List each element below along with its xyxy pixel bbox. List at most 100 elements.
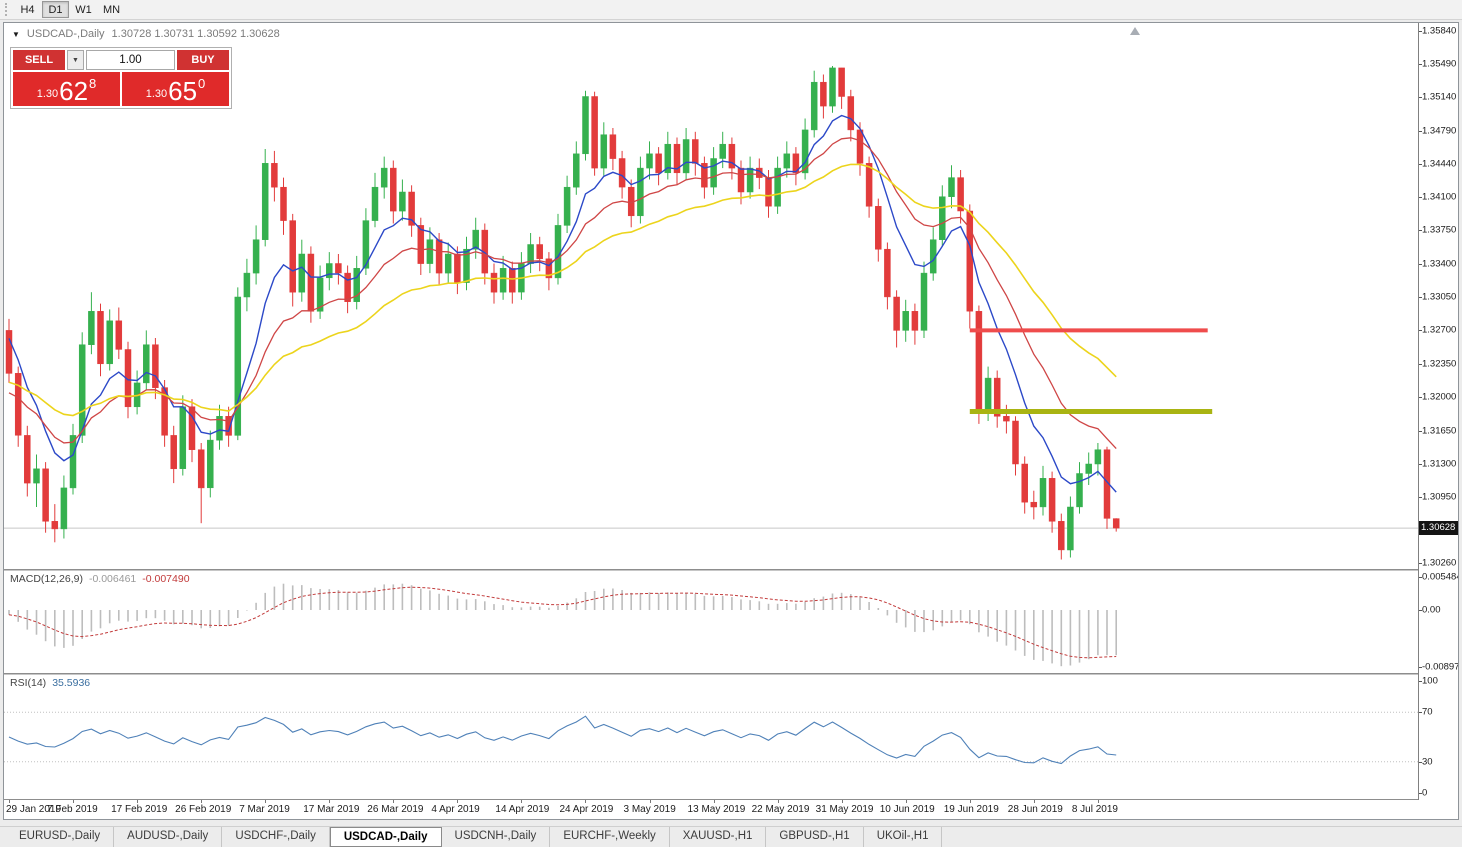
price-axis-label: 1.32350: [1422, 358, 1457, 370]
time-axis-label: 8 Jul 2019: [1071, 804, 1118, 815]
rsi-indicator-canvas[interactable]: [4, 675, 1418, 799]
time-axis-tick: [841, 800, 843, 803]
tab-audusd-daily[interactable]: AUDUSD-,Daily: [114, 827, 223, 847]
one-click-trading-panel: SELL ▼ 1.00 BUY 1.30 62 8 1.30 65 0: [10, 47, 232, 109]
buy-price-main: 65: [168, 76, 198, 106]
time-axis-tick: [329, 800, 331, 803]
time-axis-tick: [649, 800, 651, 803]
price-axis-label: 1.30260: [1422, 557, 1457, 569]
time-axis-label: 26 Mar 2019: [367, 804, 424, 815]
time-axis-label: 26 Feb 2019: [175, 804, 232, 815]
macd-indicator-canvas[interactable]: [4, 571, 1418, 673]
price-axis-tick: [1419, 296, 1422, 298]
time-axis-tick: [73, 800, 75, 803]
price-axis-tick: [1419, 363, 1422, 365]
chart-tabs-bar: EURUSD-,Daily AUDUSD-,Daily USDCHF-,Daily U…: [0, 826, 1462, 847]
tab-usdcad-daily[interactable]: USDCAD-,Daily: [329, 827, 442, 847]
price-axis-label: 1.30950: [1422, 491, 1457, 503]
timeframe-button-h4[interactable]: H4: [14, 1, 41, 18]
current-price-badge: 1.30628: [1419, 521, 1458, 536]
tab-usdchf-daily[interactable]: USDCHF-,Daily: [222, 827, 330, 847]
tab-usdcnh-daily[interactable]: USDCNH-,Daily: [441, 827, 551, 847]
macd-axis-label: 0.00: [1422, 604, 1441, 616]
tab-ukoil-h1[interactable]: UKOil-,H1: [863, 827, 943, 847]
macd-axis-tick: [1419, 666, 1422, 668]
rsi-axis-label: 0: [1422, 787, 1428, 799]
timeframe-buttons: H4 D1 W1 MN: [14, 1, 126, 18]
price-axis[interactable]: 1.35840 1.35490 1.35140 1.34790 1.34440 1.341…: [1418, 23, 1458, 800]
moving-average-line-17[interactable]: [8, 137, 1117, 450]
price-axis-label: 1.32000: [1422, 391, 1457, 403]
price-axis-tick: [1419, 97, 1422, 99]
time-axis-label: 7 Feb 2019: [47, 804, 98, 815]
price-axis-tick: [1419, 497, 1422, 499]
macd-main-value: -0.006461: [88, 573, 137, 585]
price-axis-label: 1.33400: [1422, 258, 1457, 270]
volume-value: 1.00: [119, 54, 142, 66]
timeframe-button-d1[interactable]: D1: [42, 1, 69, 18]
tab-eurchf-weekly[interactable]: EURCHF-,Weekly: [550, 827, 670, 847]
moving-average-line-34[interactable]: [8, 163, 1117, 417]
time-axis-tick: [1033, 800, 1035, 803]
volume-step-button[interactable]: ▼: [67, 50, 84, 70]
chart-title: ▼ USDCAD-,Daily 1.30728 1.30731 1.30592 …: [12, 28, 280, 40]
time-axis-tick: [585, 800, 587, 803]
time-axis-label: 17 Mar 2019: [303, 804, 360, 815]
sell-button[interactable]: SELL: [13, 50, 65, 70]
timeframe-button-mn[interactable]: MN: [98, 1, 125, 18]
volume-step-arrow-icon: ▼: [72, 56, 79, 64]
price-axis-label: 1.33050: [1422, 291, 1457, 303]
timeframe-toolbar: H4 D1 W1 MN: [0, 0, 1462, 20]
macd-axis-tick: [1419, 577, 1422, 578]
price-axis-tick: [1419, 464, 1422, 465]
sell-price-sup: 8: [89, 76, 97, 91]
price-axis-tick: [1419, 430, 1422, 432]
time-axis-tick: [521, 800, 523, 803]
buy-price-button[interactable]: 1.30 65 0: [122, 72, 229, 106]
price-axis-tick: [1419, 397, 1422, 399]
rsi-header: RSI(14) 35.5936: [10, 677, 96, 689]
pane-separator[interactable]: [4, 569, 1458, 571]
price-axis-label: 1.35490: [1422, 58, 1457, 70]
volume-input[interactable]: 1.00: [86, 50, 175, 70]
price-axis-label: 1.34100: [1422, 191, 1457, 203]
time-axis-label: 28 Jun 2019: [1007, 804, 1063, 815]
time-axis-label: 31 May 2019: [815, 804, 874, 815]
tab-eurusd-daily[interactable]: EURUSD-,Daily: [6, 827, 115, 847]
time-axis-label: 4 Apr 2019: [431, 804, 480, 815]
rsi-axis-label: 100: [1422, 675, 1438, 687]
price-axis-tick: [1419, 196, 1422, 198]
price-axis-tick: [1419, 30, 1422, 32]
sell-price-button[interactable]: 1.30 62 8: [13, 72, 120, 106]
pane-separator[interactable]: [4, 673, 1458, 675]
time-axis-tick: [265, 800, 267, 803]
buy-button[interactable]: BUY: [177, 50, 229, 70]
rsi-axis-label: 30: [1422, 756, 1433, 768]
chart-window: ▼ USDCAD-,Daily 1.30728 1.30731 1.30592 …: [3, 22, 1459, 820]
collapse-panel-icon[interactable]: ▼: [12, 29, 20, 39]
time-axis-tick: [457, 800, 459, 803]
tab-xauusd-h1[interactable]: XAUUSD-,H1: [669, 827, 767, 847]
timeframe-button-w1[interactable]: W1: [70, 1, 97, 18]
price-axis-label: 1.34790: [1422, 125, 1457, 137]
time-axis-tick: [137, 800, 139, 803]
main-chart-canvas[interactable]: [4, 23, 1418, 569]
rsi-axis-tick: [1419, 793, 1422, 794]
price-axis-tick: [1419, 64, 1422, 66]
price-axis-label: 1.35840: [1422, 25, 1457, 37]
rsi-label: RSI(14): [10, 677, 47, 689]
toolbar-grip[interactable]: [5, 3, 9, 16]
macd-header: MACD(12,26,9) -0.006461 -0.007490: [10, 573, 196, 585]
time-axis-label: 3 May 2019: [623, 804, 676, 815]
moving-average-line-8[interactable]: [8, 114, 1117, 493]
sell-price-main: 62: [59, 76, 89, 106]
price-axis-tick: [1419, 130, 1422, 132]
price-axis-label: 1.33750: [1422, 224, 1457, 236]
time-axis[interactable]: 29 Jan 2019 7 Feb 2019 17 Feb 2019 26 Feb 2…: [4, 800, 1458, 819]
time-axis-tick: [969, 800, 971, 803]
chart-shift-marker-icon[interactable]: [1130, 27, 1140, 35]
tab-gbpusd-h1[interactable]: GBPUSD-,H1: [766, 827, 864, 847]
rsi-axis-tick: [1419, 712, 1422, 714]
sell-price-prefix: 1.30: [36, 88, 59, 100]
